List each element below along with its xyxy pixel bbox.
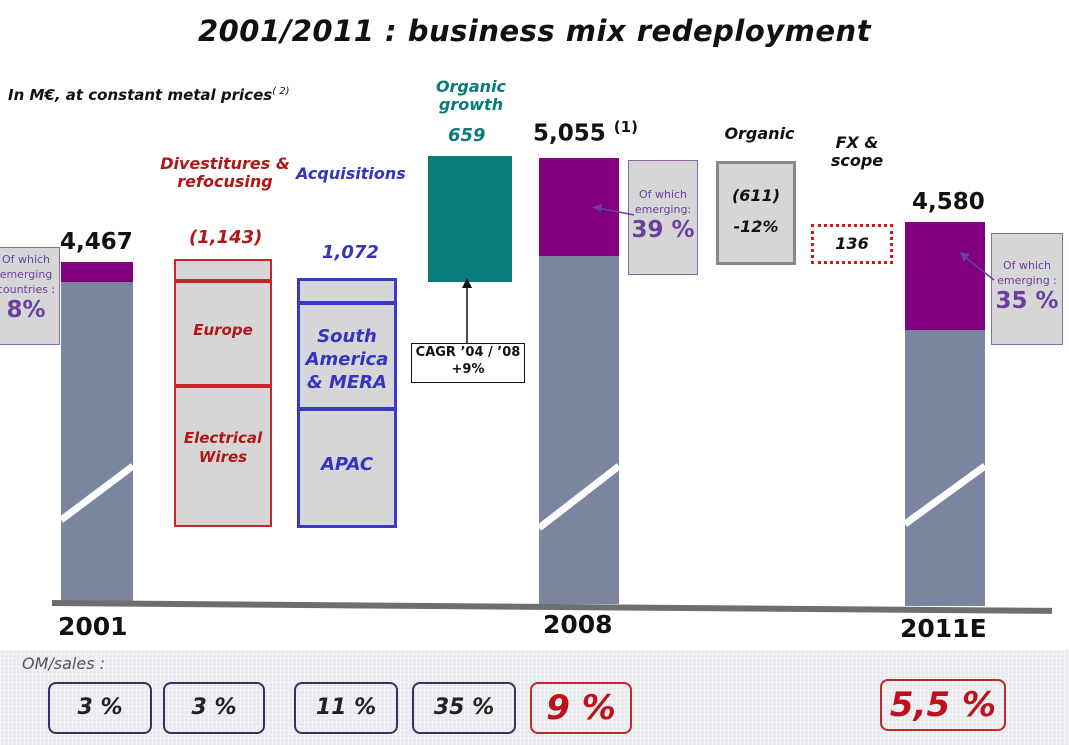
bar-2008-emerging: [539, 158, 619, 256]
box-fx-scope: 136: [811, 224, 893, 264]
callout-2001-pct: 8%: [6, 297, 46, 323]
callout-2011: Of which emerging : 35 %: [991, 233, 1063, 345]
callout-2008-pct: 39 %: [631, 217, 695, 243]
header-fx-line2: scope: [830, 151, 884, 170]
callout-2011-pct: 35 %: [995, 288, 1059, 314]
om-box-3: 11 %: [294, 682, 398, 734]
bar-2011-base: [905, 330, 985, 606]
value-divestitures: (1,143): [189, 227, 263, 248]
callout-2011-line2: emerging :: [997, 274, 1057, 287]
divest-separator-top: [176, 279, 270, 283]
om-sales-label: OM/sales :: [22, 654, 106, 673]
divest-separator-mid: [176, 384, 270, 388]
bar-divestitures: Europe Electrical Wires: [174, 259, 272, 527]
om-box-4: 35 %: [412, 682, 516, 734]
header-divest-line2: refocusing: [177, 172, 273, 191]
header-divest-line1: Divestitures &: [160, 154, 290, 173]
segment-electrical-wires: Electrical Wires: [176, 429, 270, 467]
header-acquisitions: Acquisitions: [296, 164, 406, 183]
acq-separator-top: [300, 301, 394, 305]
callout-2001-line1: Of which: [1, 253, 51, 266]
value-2008-note: (1): [613, 118, 638, 136]
value-2001: 4,467: [60, 229, 133, 255]
segment-europe: Europe: [193, 321, 253, 339]
acq-separator-mid: [300, 407, 394, 411]
chart-subtitle: In M€, at constant metal prices( 2): [8, 86, 290, 104]
callout-2008: Of which emerging: 39 %: [628, 160, 698, 275]
subtitle-note: ( 2): [272, 86, 290, 97]
header-og-line2: growth: [438, 95, 504, 114]
bar-2001-base: [61, 282, 133, 604]
chart-title: 2001/2011 : business mix redeployment: [197, 14, 872, 48]
callout-2001-line3: countries :: [0, 283, 56, 296]
cagr-line2: +9%: [451, 362, 485, 377]
om-box-2008: 9 %: [530, 682, 632, 734]
cagr-arrow: [462, 278, 472, 346]
segment-electrical-line2: Wires: [198, 448, 248, 466]
callout-2008-line1: Of which: [638, 188, 688, 201]
value-2008-number: 5,055: [533, 120, 606, 147]
segment-sa-line3: & MERA: [307, 372, 387, 393]
om-box-1: 3 %: [48, 682, 152, 734]
header-fx-scope: FX & scope: [812, 134, 902, 170]
header-og-line1: Organic: [435, 77, 507, 96]
year-2001: 2001: [58, 612, 128, 641]
bar-2008-base: [539, 256, 619, 604]
value-organic-pct: -12%: [733, 217, 779, 236]
year-2011: 2011E: [900, 614, 987, 643]
callout-2001-line2: emerging: [0, 268, 53, 281]
callout-2011-arrow: [960, 252, 995, 281]
callout-2008-arrow: [592, 204, 635, 216]
value-organic-growth: 659: [448, 125, 486, 146]
bar-2011-emerging: [905, 222, 985, 330]
subtitle-text: In M€, at constant metal prices: [8, 86, 273, 104]
callout-2001: Of which emerging countries : 8%: [0, 247, 60, 345]
header-divestitures: Divestitures & refocusing: [155, 155, 295, 191]
cagr-note: CAGR ’04 / ’08 +9%: [411, 343, 525, 383]
segment-sa-line1: South: [317, 326, 377, 347]
value-2011: 4,580: [912, 189, 985, 215]
cagr-line1: CAGR ’04 / ’08: [415, 345, 521, 360]
callout-2011-line1: Of which: [1002, 259, 1052, 272]
bar-2001-emerging: [61, 262, 133, 282]
segment-electrical-line1: Electrical: [183, 429, 263, 447]
callout-2008-line2: emerging:: [634, 203, 692, 216]
value-acquisitions: 1,072: [322, 242, 379, 263]
year-2008: 2008: [543, 610, 613, 639]
segment-apac: APAC: [320, 454, 374, 475]
box-organic: (611) -12%: [716, 161, 796, 265]
header-organic-growth: Organic growth: [421, 78, 521, 114]
value-organic: (611): [731, 186, 781, 205]
segment-south-america-mera: South America & MERA: [300, 325, 394, 394]
value-2008: 5,055 (1): [533, 118, 638, 147]
header-fx-line1: FX &: [835, 133, 879, 152]
bar-organic-growth: [428, 156, 512, 282]
header-organic: Organic: [724, 124, 795, 143]
bar-acquisitions: South America & MERA APAC: [297, 278, 397, 528]
om-box-2: 3 %: [163, 682, 265, 734]
segment-sa-line2: America: [305, 349, 389, 370]
om-box-2011: 5,5 %: [880, 679, 1006, 731]
